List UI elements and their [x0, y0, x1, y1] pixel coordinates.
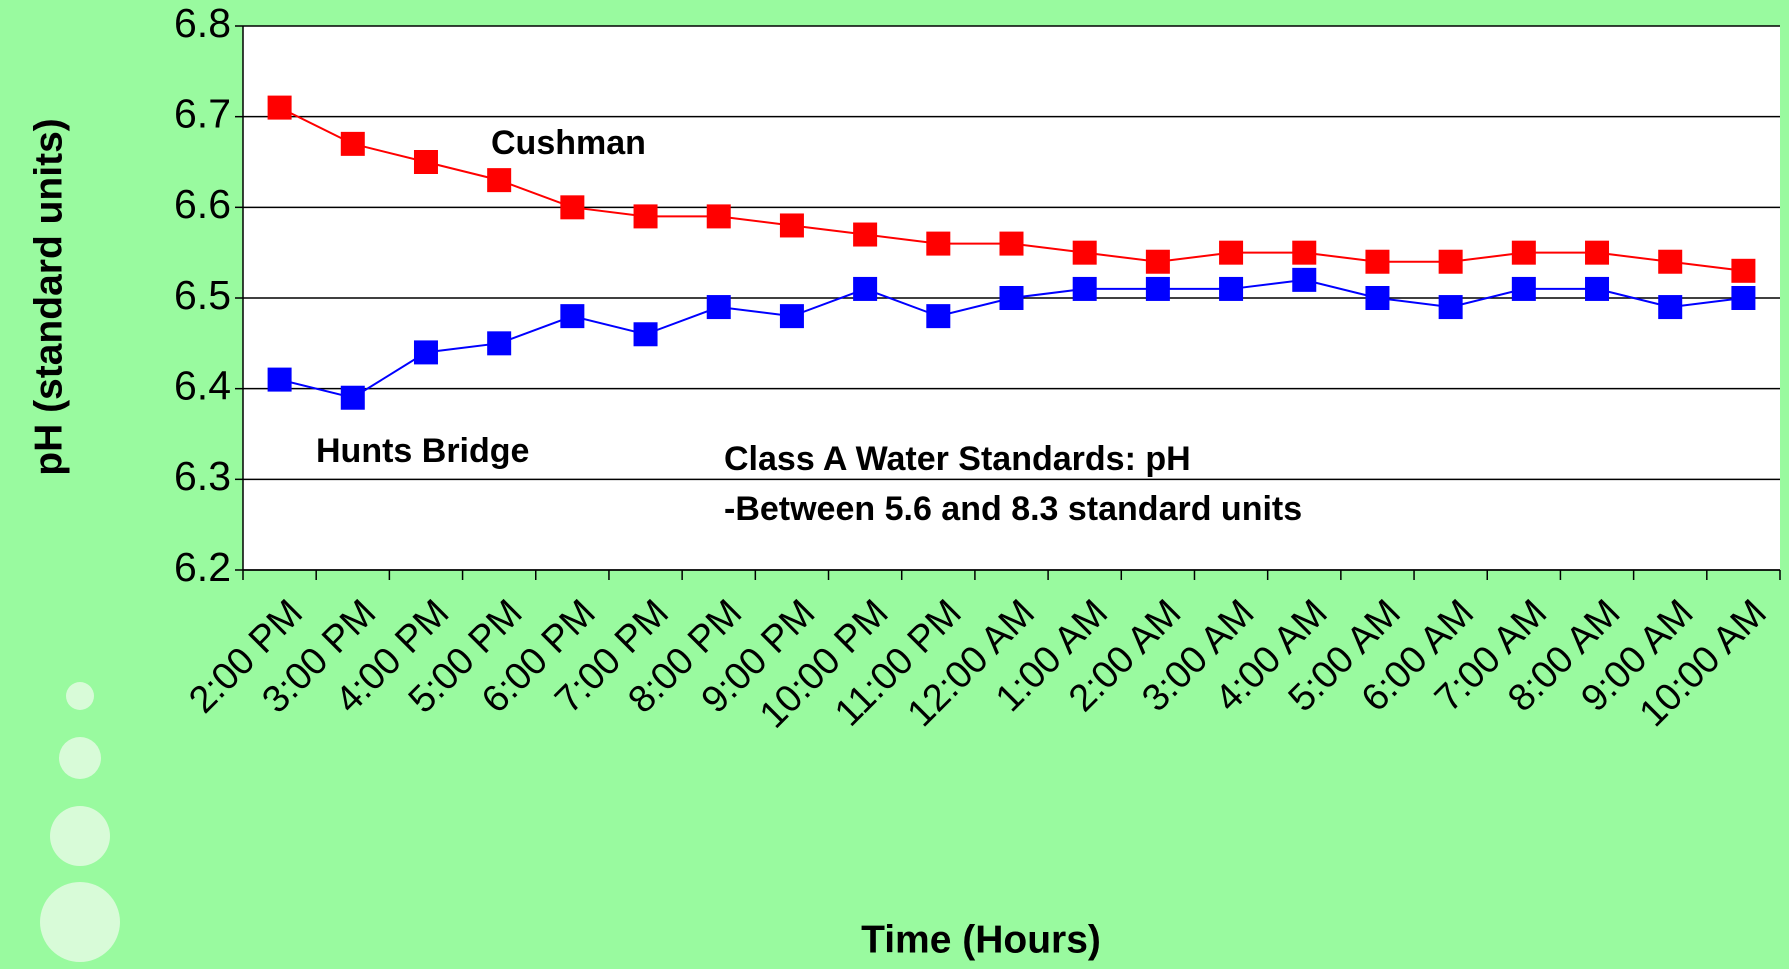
marker [413, 150, 438, 174]
series-label: Hunts Bridge [316, 432, 529, 470]
marker [1731, 286, 1756, 310]
marker [1219, 240, 1244, 265]
marker [999, 286, 1024, 310]
marker [926, 304, 951, 329]
marker [1658, 249, 1683, 274]
marker [1585, 276, 1610, 301]
y-axis-label: pH (standard units) [27, 118, 70, 476]
marker [853, 222, 878, 247]
marker [706, 295, 731, 320]
marker [779, 304, 804, 329]
marker [633, 204, 658, 229]
marker [1072, 240, 1097, 265]
marker [267, 95, 292, 120]
y-tick-label: 6.2 [174, 544, 231, 590]
marker [1145, 249, 1170, 274]
marker [706, 204, 731, 229]
marker [1438, 295, 1463, 320]
decor-circle [50, 806, 110, 866]
y-tick-label: 6.4 [174, 362, 231, 408]
marker [487, 331, 512, 356]
x-axis-label: Time (Hours) [861, 918, 1101, 961]
marker [1365, 286, 1390, 310]
y-tick-label: 6.7 [174, 90, 231, 136]
y-tick-label: 6.5 [174, 272, 231, 318]
marker [1731, 258, 1756, 283]
series-label: Cushman [491, 124, 646, 162]
decor-circle [59, 737, 101, 779]
marker [267, 367, 292, 392]
marker [926, 231, 951, 256]
marker [779, 213, 804, 238]
decor-circle [66, 682, 94, 710]
decor-circle [40, 882, 120, 962]
marker [633, 322, 658, 347]
annotation: Class A Water Standards: pH [724, 440, 1191, 478]
marker [1219, 276, 1244, 301]
marker [1072, 276, 1097, 301]
marker [1145, 276, 1170, 301]
annotation: -Between 5.6 and 8.3 standard units [724, 490, 1302, 528]
marker [560, 304, 585, 329]
y-tick-label: 6.3 [174, 453, 231, 499]
marker [560, 195, 585, 220]
marker [1658, 295, 1683, 320]
marker [1292, 240, 1317, 265]
marker [413, 340, 438, 365]
marker [487, 168, 512, 193]
marker [340, 131, 365, 156]
marker [853, 276, 878, 301]
marker [1438, 249, 1463, 274]
marker [340, 385, 365, 410]
marker [1292, 267, 1317, 292]
y-tick-label: 6.6 [174, 181, 231, 227]
marker [1585, 240, 1610, 265]
marker [999, 231, 1024, 256]
marker [1511, 240, 1536, 265]
y-tick-label: 6.8 [174, 0, 231, 46]
marker [1365, 249, 1390, 274]
marker [1511, 276, 1536, 301]
